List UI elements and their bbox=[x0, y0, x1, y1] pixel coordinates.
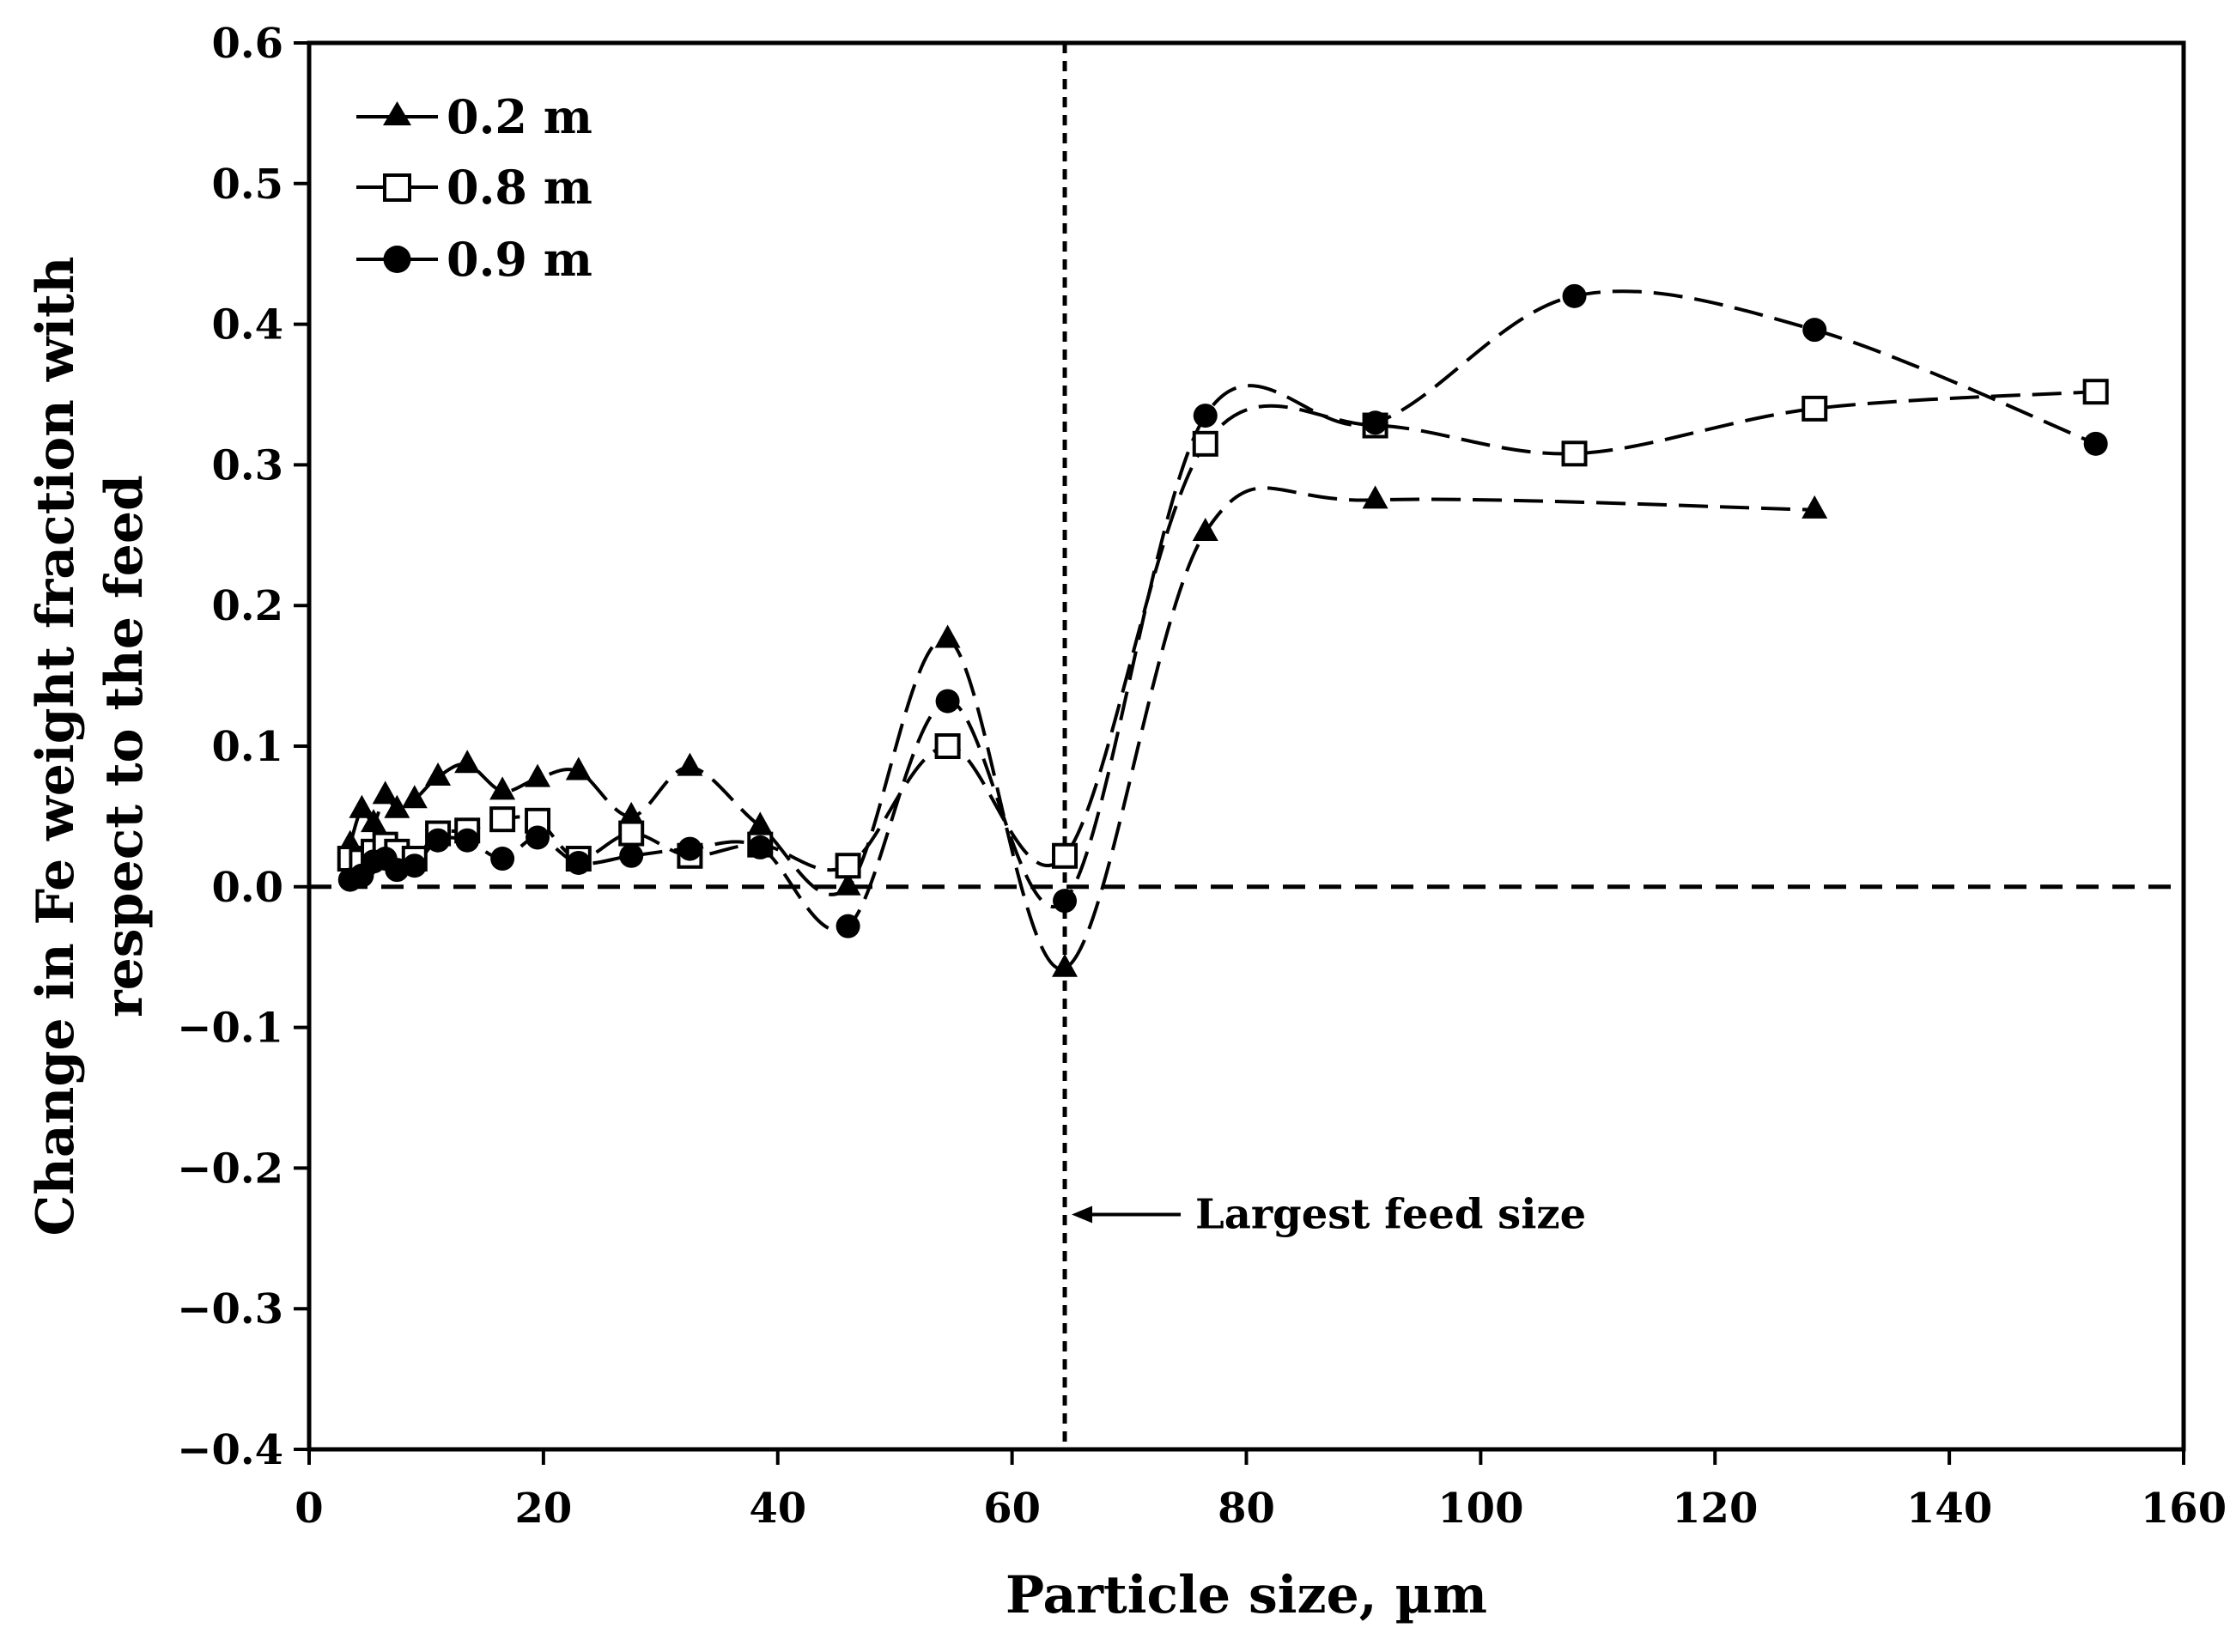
legend-triangle-marker bbox=[383, 101, 411, 125]
data-point-circle bbox=[2083, 431, 2108, 456]
x-axis-ticks: 0 20 40 60 80 100 120 140 160 bbox=[295, 1449, 2227, 1533]
data-point-triangle bbox=[372, 780, 398, 805]
data-point-circle bbox=[1562, 283, 1587, 308]
data-point-triangle bbox=[1052, 953, 1079, 977]
data-point-square bbox=[934, 733, 961, 759]
data-point-triangle bbox=[1802, 495, 1828, 519]
data-point-triangle bbox=[384, 794, 410, 818]
legend-label: 0.2 m bbox=[447, 89, 592, 144]
y-tick-label: 0.6 bbox=[211, 20, 283, 68]
data-point-triangle bbox=[489, 776, 516, 800]
y-tick-label: 0.5 bbox=[211, 161, 283, 209]
data-point-square bbox=[1052, 842, 1079, 869]
y-tick-label: 0.4 bbox=[211, 301, 283, 349]
legend-circle-marker bbox=[383, 246, 411, 273]
data-point-circle bbox=[1363, 410, 1388, 435]
data-point-triangle bbox=[1362, 485, 1388, 509]
data-point-circle bbox=[426, 828, 451, 853]
data-point-circle bbox=[835, 914, 860, 938]
data-point-circle bbox=[748, 835, 773, 859]
x-tick-label: 160 bbox=[2141, 1485, 2227, 1533]
legend-entry-0-2m: 0.2 m bbox=[356, 89, 592, 144]
legend-entry-0-8m: 0.8 m bbox=[356, 160, 592, 215]
x-axis-title: Particle size, µm bbox=[1006, 1565, 1487, 1625]
legend: 0.2 m 0.8 m 0.9 m bbox=[356, 89, 592, 287]
reference-lines bbox=[309, 43, 2184, 1449]
y-tick-label: 0.2 bbox=[211, 582, 283, 630]
y-axis-ticks: 0.6 0.5 0.4 0.3 0.2 0.1 0.0 −0.1 −0.2 −0.3 −0.4 bbox=[177, 20, 309, 1474]
data-point-triangle bbox=[677, 752, 703, 776]
data-point-triangle bbox=[525, 763, 551, 787]
x-tick-label: 0 bbox=[295, 1485, 323, 1533]
data-point-circle bbox=[619, 843, 644, 868]
largest-feed-size-annotation: Largest feed size bbox=[1072, 1190, 1586, 1238]
data-point-triangle bbox=[401, 785, 428, 809]
x-tick-label: 120 bbox=[1672, 1485, 1758, 1533]
y-tick-label: 0.1 bbox=[211, 723, 283, 771]
y-tick-label: 0.0 bbox=[211, 864, 283, 912]
data-point-triangle bbox=[835, 872, 861, 896]
x-tick-label: 80 bbox=[1218, 1485, 1275, 1533]
data-point-circle bbox=[1802, 318, 1827, 343]
annotation-arrowhead bbox=[1072, 1206, 1093, 1224]
x-tick-label: 20 bbox=[514, 1485, 572, 1533]
data-point-square bbox=[1802, 395, 1828, 422]
data-point-triangle bbox=[934, 624, 961, 648]
data-point-circle bbox=[402, 853, 427, 878]
y-tick-label: −0.4 bbox=[177, 1426, 283, 1474]
legend-entry-0-9m: 0.9 m bbox=[356, 232, 592, 287]
data-point-square bbox=[1192, 430, 1218, 457]
data-point-circle bbox=[1193, 404, 1218, 428]
data-point-square bbox=[618, 820, 645, 847]
y-axis-title-line-1: Change in Fe weight fraction with bbox=[26, 256, 86, 1236]
data-point-circle bbox=[490, 847, 515, 872]
data-point-square bbox=[489, 806, 516, 833]
data-point-circle bbox=[526, 825, 550, 850]
data-point-triangle bbox=[361, 809, 387, 833]
legend-label: 0.8 m bbox=[447, 160, 592, 215]
data-point-square bbox=[835, 853, 861, 879]
data-point-circle bbox=[1053, 889, 1078, 914]
data-point-square bbox=[2082, 379, 2109, 405]
x-tick-label: 40 bbox=[749, 1485, 806, 1533]
data-point-triangle bbox=[349, 794, 375, 818]
data-point-circle bbox=[455, 828, 480, 853]
data-point-circle bbox=[566, 850, 591, 875]
series-curve-1 bbox=[349, 390, 2096, 872]
data-point-triangle bbox=[1192, 518, 1218, 542]
legend-label: 0.9 m bbox=[447, 232, 592, 287]
data-point-triangle bbox=[425, 762, 452, 787]
data-point-triangle bbox=[565, 756, 592, 780]
y-tick-label: −0.3 bbox=[177, 1285, 283, 1333]
data-point-triangle bbox=[618, 801, 645, 825]
data-point-square bbox=[1561, 440, 1588, 467]
series-markers bbox=[337, 283, 2109, 977]
data-point-triangle bbox=[747, 811, 774, 835]
data-point-triangle bbox=[454, 750, 481, 774]
y-tick-label: −0.1 bbox=[177, 1005, 283, 1053]
data-point-circle bbox=[935, 689, 960, 714]
y-axis-title-line-2: respect to the feed bbox=[94, 475, 155, 1017]
legend-square-marker bbox=[383, 173, 411, 202]
y-tick-label: −0.2 bbox=[177, 1145, 283, 1193]
x-tick-label: 60 bbox=[983, 1485, 1041, 1533]
x-tick-label: 100 bbox=[1437, 1485, 1523, 1533]
annotation-label: Largest feed size bbox=[1195, 1190, 1586, 1238]
y-tick-label: 0.3 bbox=[211, 441, 283, 489]
x-tick-label: 140 bbox=[1906, 1485, 1992, 1533]
data-point-circle bbox=[677, 836, 702, 861]
series-curve-0 bbox=[348, 486, 1815, 971]
